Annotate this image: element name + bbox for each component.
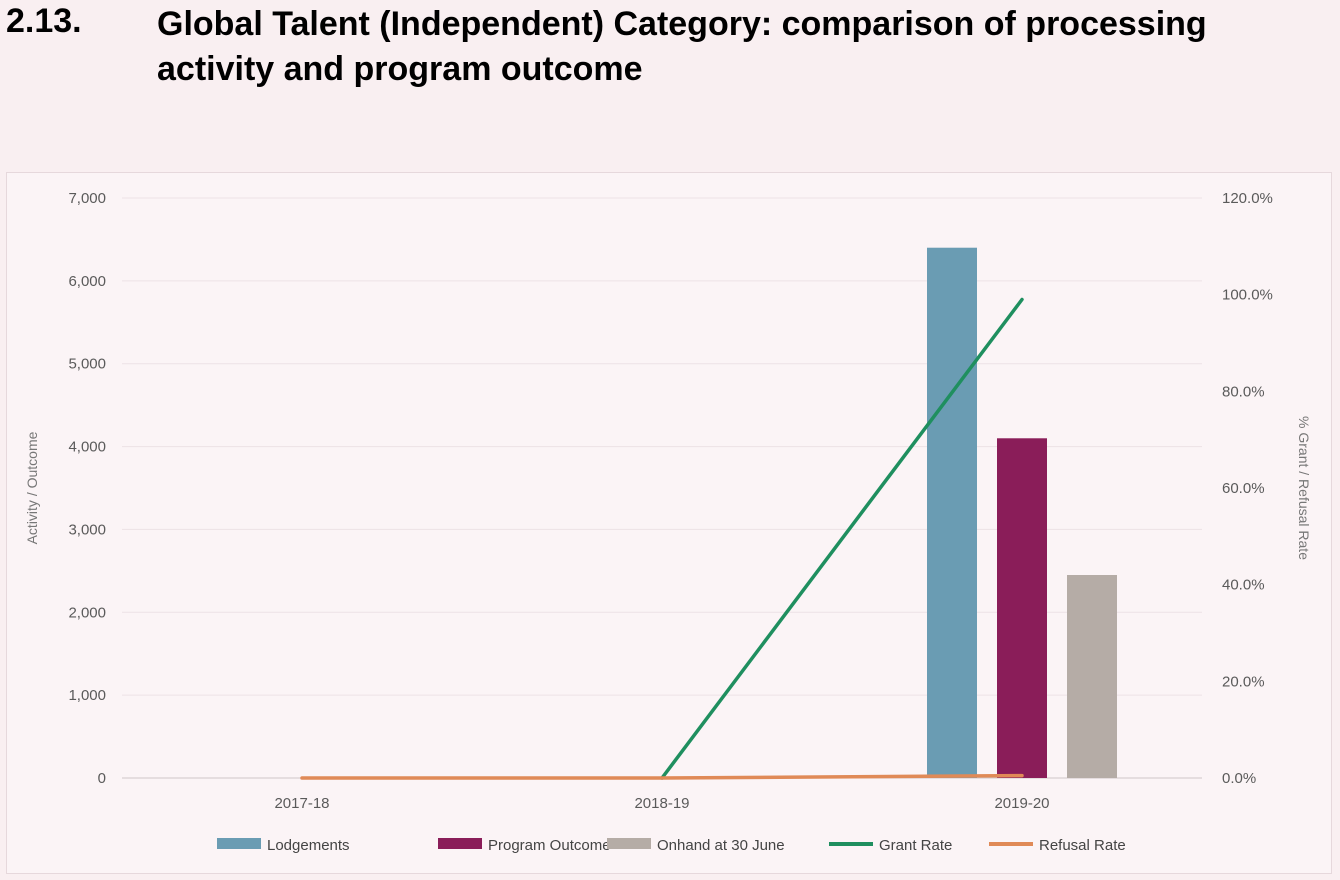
legend-label: Lodgements: [267, 837, 350, 854]
y2-tick-label: 40.0%: [1222, 577, 1265, 594]
figure-title: Global Talent (Independent) Category: co…: [157, 5, 1207, 88]
y-tick-label: 6,000: [68, 273, 106, 290]
gridlines: [122, 197, 1202, 779]
bar-program-outcome: [997, 438, 1047, 778]
x-tick-label: 2019-20: [994, 795, 1049, 812]
legend-label: Program Outcome: [488, 837, 611, 854]
y-tick-label: 0: [98, 770, 106, 787]
y-tick-label: 3,000: [68, 521, 106, 538]
line-grant-rate: [660, 297, 1024, 780]
y-tick-label: 7,000: [68, 190, 106, 207]
y2-tick-label: 20.0%: [1222, 673, 1265, 690]
y2-tick-label: 60.0%: [1222, 480, 1265, 497]
y2-tick-label: 100.0%: [1222, 287, 1273, 304]
figure-heading: 2.13. Global Talent (Independent) Catego…: [0, 0, 1340, 110]
y-tick-label: 2,000: [68, 604, 106, 621]
y2-tick-label: 120.0%: [1222, 190, 1273, 207]
x-tick-label: 2018-19: [634, 795, 689, 812]
legend-swatch: [438, 838, 482, 849]
y-tick-label: 5,000: [68, 356, 106, 373]
axis-ticks: 0 1,000 2,000 3,000 4,000 5,000 6,000 7,000 0.0%…: [68, 190, 1272, 812]
legend-swatch: [217, 838, 261, 849]
legend-swatch: [607, 838, 651, 849]
y2-tick-label: 0.0%: [1222, 770, 1256, 787]
y-tick-label: 4,000: [68, 439, 106, 456]
bar-lodgements: [927, 247, 977, 778]
x-tick-label: 2017-18: [274, 795, 329, 812]
y2-tick-label: 80.0%: [1222, 383, 1265, 400]
y2-axis-title: % Grant / Refusal Rate: [1296, 416, 1312, 560]
y-axis-title: Activity / Outcome: [24, 431, 40, 544]
legend-label: Grant Rate: [879, 837, 952, 854]
bars: [927, 247, 1117, 778]
y-tick-label: 1,000: [68, 687, 106, 704]
lines: [300, 297, 1024, 780]
bar-onhand-at-30-june: [1067, 575, 1117, 778]
chart-area: 0 1,000 2,000 3,000 4,000 5,000 6,000 7,000 0.0%…: [6, 172, 1332, 874]
line-refusal-rate: [300, 773, 1024, 780]
legend-label: Onhand at 30 June: [657, 837, 785, 854]
combo-chart: 0 1,000 2,000 3,000 4,000 5,000 6,000 7,000 0.0%…: [24, 190, 1312, 854]
legend-label: Refusal Rate: [1039, 837, 1126, 854]
legend: Lodgements Program Outcome Onhand at 30 Ju…: [217, 837, 1126, 854]
figure-number: 2.13.: [6, 2, 82, 40]
